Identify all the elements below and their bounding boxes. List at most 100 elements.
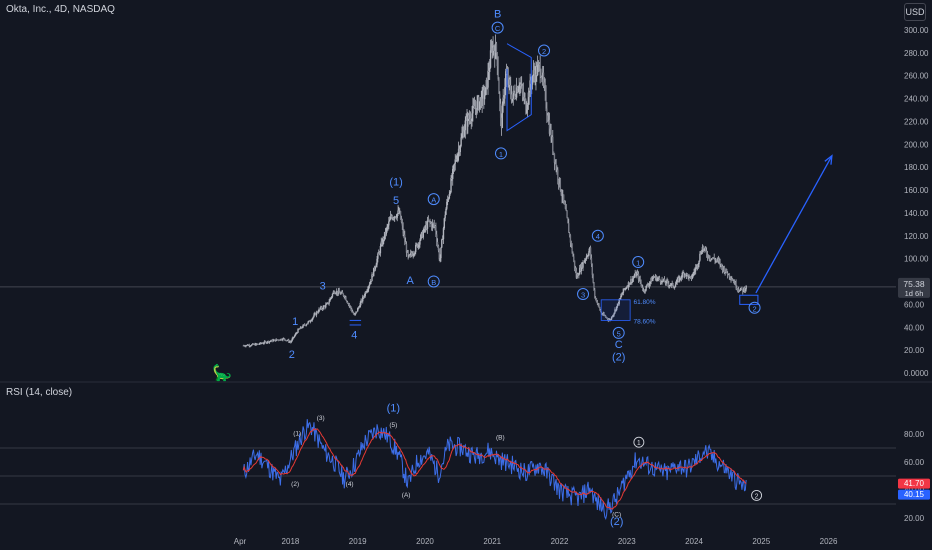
wave-label: B (431, 278, 436, 287)
candle-body (628, 282, 630, 285)
candle-body (597, 303, 599, 305)
candle-body (514, 92, 516, 98)
candle-body (320, 307, 322, 310)
candle-body (625, 288, 627, 290)
candle-body (711, 258, 714, 259)
candle-body (737, 289, 740, 291)
candle-body (330, 297, 332, 299)
candle-body (573, 260, 576, 269)
candle-body (383, 237, 385, 240)
candle-body (721, 263, 723, 267)
candle-body (467, 115, 469, 127)
candle-body (611, 316, 614, 318)
candle-body (606, 317, 609, 320)
candle-body (492, 46, 494, 53)
candle-body (300, 326, 303, 328)
candle-body (520, 84, 522, 87)
candle-body (669, 285, 672, 287)
currency-button[interactable]: USD (904, 3, 926, 21)
candle-body (626, 287, 629, 288)
candle-body (700, 252, 703, 255)
price-badge-countdown: 1d 6h (905, 289, 924, 298)
candle-body (704, 247, 706, 249)
candle-body (702, 246, 704, 250)
candle-body (655, 275, 657, 281)
candle-body (280, 338, 282, 340)
candle-body (640, 281, 642, 285)
candle-body (279, 338, 282, 341)
candle-body (619, 298, 621, 299)
candle-body (444, 214, 446, 219)
candle-body (384, 231, 387, 235)
candle-body (431, 223, 434, 228)
candle-body (344, 296, 346, 298)
candle-body (480, 97, 483, 107)
wave-label: 4 (351, 330, 357, 342)
candle-body (474, 108, 477, 110)
candle-body (357, 307, 360, 309)
rsi-tick-label: 20.00 (904, 514, 925, 523)
candle-body (293, 337, 295, 338)
candle-body (415, 244, 417, 253)
candle-body (425, 225, 428, 229)
candle-body (399, 211, 402, 220)
candle-body (679, 276, 681, 282)
candle-body (390, 216, 393, 218)
candle-body (482, 90, 484, 92)
candle-body (281, 339, 283, 341)
candle-body (637, 273, 640, 280)
candle-body (346, 300, 348, 302)
candle-body (457, 148, 460, 154)
candle-body (714, 259, 716, 261)
candle-body (604, 315, 606, 317)
candle-body (247, 344, 250, 346)
candle-body (290, 341, 292, 343)
candle-body (304, 325, 307, 326)
candle-body (317, 311, 319, 313)
candle-body (658, 277, 660, 279)
candle-body (351, 309, 353, 312)
candle-body (605, 316, 607, 318)
candle-body (469, 118, 472, 121)
candle-body (545, 91, 547, 109)
candle-body (350, 306, 352, 310)
candle-body (635, 273, 637, 277)
candle-body (660, 282, 662, 283)
candle-body (573, 256, 575, 261)
projection-arrow-head (824, 154, 833, 165)
candle-body (418, 243, 420, 245)
candle-body (664, 282, 667, 284)
candle-body (497, 66, 499, 80)
candle-body (314, 313, 316, 315)
candle-body (534, 74, 536, 82)
candle-body (734, 282, 736, 285)
rsi-wave-label: 1 (637, 440, 641, 447)
price-tick-label: 280.00 (904, 49, 929, 58)
candle-body (393, 217, 395, 219)
triangle-pattern (506, 43, 532, 132)
candle-body (709, 258, 711, 260)
candle-body (468, 118, 471, 120)
candle-body (631, 279, 633, 282)
candle-body (478, 97, 480, 110)
candle-body (314, 313, 317, 316)
candle-body (248, 344, 250, 347)
candle-body (310, 320, 313, 322)
candle-body (556, 169, 558, 171)
candle-body (700, 253, 702, 255)
time-tick-label: 2021 (483, 537, 501, 546)
candle-body (461, 134, 463, 138)
candle-body (358, 307, 361, 309)
candle-body (515, 97, 517, 98)
candle-body (520, 85, 523, 87)
candle-body (253, 344, 255, 345)
candle-body (262, 343, 265, 345)
candle-body (721, 266, 724, 271)
candle-body (743, 288, 746, 292)
candle-body (536, 65, 539, 76)
candle-body (487, 70, 489, 88)
candle-body (246, 344, 248, 346)
candle-body (616, 303, 619, 307)
candle-body (389, 216, 392, 220)
